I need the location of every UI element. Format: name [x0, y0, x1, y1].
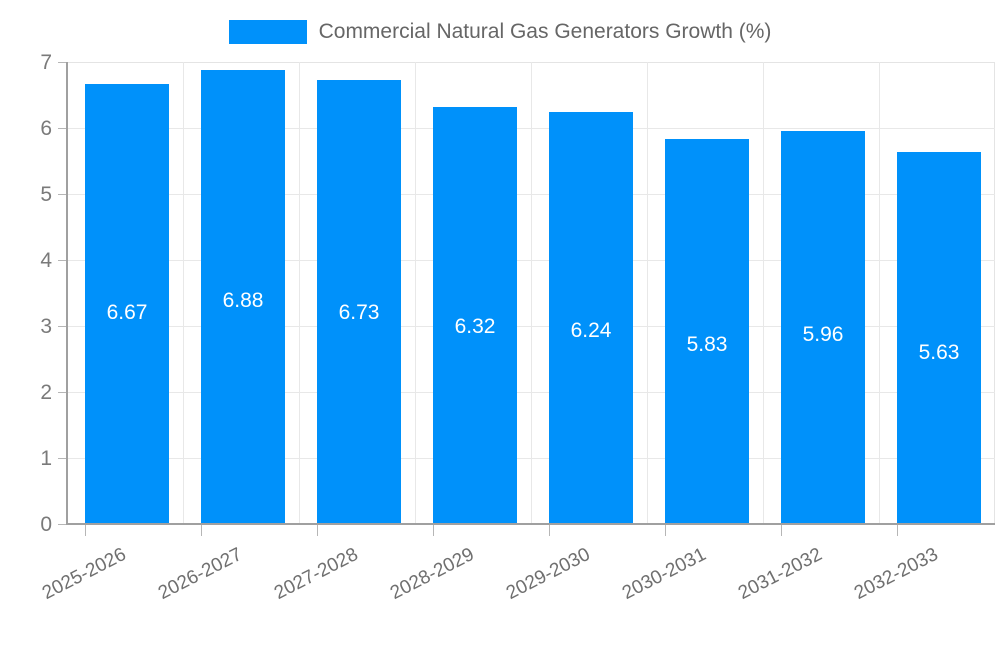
x-tick-mark-2029-2030 — [549, 525, 550, 536]
bar-2027-2028[interactable] — [317, 80, 401, 524]
bar-value-2029-2030: 6.24 — [570, 319, 612, 342]
y-tick-mark-3 — [58, 326, 67, 327]
y-tick-mark-7 — [58, 62, 67, 63]
y-tick-mark-1 — [58, 458, 67, 459]
x-tick-mark-2026-2027 — [201, 525, 202, 536]
legend-entry-commercial-natural-gas-generators-growth[interactable]: Commercial Natural Gas Generators Growth… — [228, 20, 772, 44]
gridline-x-6 — [763, 62, 764, 524]
gridline-x-3 — [415, 62, 416, 524]
y-tick-label-5: 5 — [40, 183, 52, 206]
gridline-x-1 — [183, 62, 184, 524]
bar-value-2030-2031: 5.83 — [686, 333, 728, 356]
y-tick-label-1: 1 — [40, 447, 52, 470]
y-tick-label-2: 2 — [40, 381, 52, 404]
x-tick-mark-2030-2031 — [665, 525, 666, 536]
bar-2031-2032[interactable] — [781, 131, 865, 524]
bar-value-2031-2032: 5.96 — [802, 323, 844, 346]
plot-right-border — [994, 62, 995, 524]
bar-chart: Commercial Natural Gas Generators Growth… — [0, 0, 1000, 604]
x-tick-mark-2028-2029 — [433, 525, 434, 536]
x-tick-mark-2032-2033 — [897, 525, 898, 536]
y-axis-tick-labels: 7 6 5 4 3 2 1 0 — [0, 0, 52, 600]
x-tick-mark-2025-2026 — [85, 525, 86, 536]
y-tick-label-6: 6 — [40, 117, 52, 140]
y-tick-label-3: 3 — [40, 315, 52, 338]
y-tick-label-7: 7 — [40, 51, 52, 74]
legend-color-swatch — [228, 20, 307, 44]
bar-2029-2030[interactable] — [549, 112, 633, 524]
y-tick-mark-2 — [58, 392, 67, 393]
legend-label: Commercial Natural Gas Generators Growth… — [318, 20, 772, 43]
gridline-x-4 — [531, 62, 532, 524]
y-tick-mark-0 — [58, 524, 67, 525]
bar-2030-2031[interactable] — [665, 139, 749, 524]
bar-2028-2029[interactable] — [433, 107, 517, 524]
bar-value-2027-2028: 6.73 — [338, 301, 380, 324]
bar-value-2032-2033: 5.63 — [918, 341, 960, 364]
y-tick-mark-4 — [58, 260, 67, 261]
gridline-x-7 — [879, 62, 880, 524]
bar-value-2025-2026: 6.67 — [106, 301, 148, 324]
bar-2025-2026[interactable] — [85, 84, 169, 524]
gridline-x-5 — [647, 62, 648, 524]
gridline-x-2 — [299, 62, 300, 524]
bar-2026-2027[interactable] — [201, 70, 285, 524]
bar-value-2026-2027: 6.88 — [222, 289, 264, 312]
chart-legend: Commercial Natural Gas Generators Growth… — [0, 14, 1000, 50]
bar-value-2028-2029: 6.32 — [454, 315, 496, 338]
x-tick-mark-2031-2032 — [781, 525, 782, 536]
y-tick-mark-6 — [58, 128, 67, 129]
y-axis-line — [66, 62, 68, 525]
plot-area: 6.67 6.88 6.73 6.32 6.24 5.83 5.96 5.63 — [67, 62, 995, 524]
x-axis-line — [67, 523, 995, 525]
y-tick-label-4: 4 — [40, 249, 52, 272]
bar-2032-2033[interactable] — [897, 152, 981, 524]
x-tick-mark-2027-2028 — [317, 525, 318, 536]
y-tick-label-0: 0 — [40, 513, 52, 536]
y-tick-mark-5 — [58, 194, 67, 195]
